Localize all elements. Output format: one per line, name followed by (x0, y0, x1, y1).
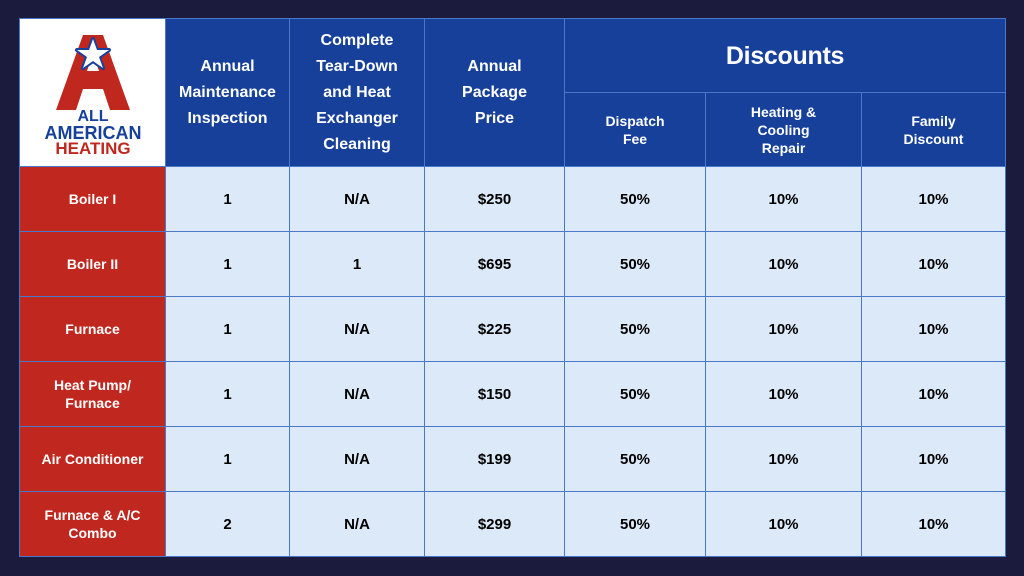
header-discounts: Discounts (564, 18, 1006, 93)
row-label-boiler-1: Boiler I (19, 166, 166, 232)
cell-teardown: N/A (289, 296, 425, 362)
cell-repair-discount: 10% (705, 296, 862, 362)
cell-price: $299 (424, 491, 565, 557)
table-row: Furnace 1 N/A $225 50% 10% 10% (19, 296, 1006, 362)
header-dispatch-fee: Dispatch Fee (564, 92, 706, 167)
cell-dispatch-fee: 50% (564, 491, 706, 557)
cell-repair-discount: 10% (705, 491, 862, 557)
cell-price: $150 (424, 361, 565, 427)
header-teardown: Complete Tear-Down and Heat Exchanger Cl… (289, 18, 425, 167)
cell-inspection: 1 (165, 361, 290, 427)
cell-family-discount: 10% (861, 231, 1006, 297)
table-row: Heat Pump/ Furnace 1 N/A $150 50% 10% 10… (19, 361, 1006, 427)
header-annual-maintenance: Annual Maintenance Inspection (165, 18, 290, 167)
cell-family-discount: 10% (861, 426, 1006, 492)
row-label-air-conditioner: Air Conditioner (19, 426, 166, 492)
cell-family-discount: 10% (861, 491, 1006, 557)
cell-teardown: N/A (289, 166, 425, 232)
table-row: Boiler II 1 1 $695 50% 10% 10% (19, 231, 1006, 297)
logo-word-heating: HEATING (55, 138, 131, 158)
pricing-table: ALL AMERICAN HEATING Annual Maintenance … (19, 18, 1006, 557)
cell-family-discount: 10% (861, 166, 1006, 232)
cell-price: $225 (424, 296, 565, 362)
cell-inspection: 1 (165, 296, 290, 362)
cell-inspection: 1 (165, 231, 290, 297)
row-label-furnace-ac-combo: Furnace & A/C Combo (19, 491, 166, 557)
cell-teardown: 1 (289, 231, 425, 297)
row-label-boiler-2: Boiler II (19, 231, 166, 297)
cell-family-discount: 10% (861, 361, 1006, 427)
table-row: Boiler I 1 N/A $250 50% 10% 10% (19, 166, 1006, 232)
logo-word-american: AMERICAN (44, 122, 142, 143)
cell-inspection: 1 (165, 166, 290, 232)
cell-teardown: N/A (289, 361, 425, 427)
table-row: Furnace & A/C Combo 2 N/A $299 50% 10% 1… (19, 491, 1006, 557)
pricing-frame: ALL AMERICAN HEATING Annual Maintenance … (19, 18, 1006, 557)
cell-teardown: N/A (289, 426, 425, 492)
cell-repair-discount: 10% (705, 426, 862, 492)
cell-price: $199 (424, 426, 565, 492)
company-logo: ALL AMERICAN HEATING (20, 20, 166, 166)
cell-repair-discount: 10% (705, 166, 862, 232)
cell-price: $250 (424, 166, 565, 232)
header-family-discount: Family Discount (861, 92, 1006, 167)
header-package-price: Annual Package Price (424, 18, 565, 167)
cell-dispatch-fee: 50% (564, 361, 706, 427)
cell-inspection: 2 (165, 491, 290, 557)
cell-dispatch-fee: 50% (564, 231, 706, 297)
cell-family-discount: 10% (861, 296, 1006, 362)
cell-price: $695 (424, 231, 565, 297)
logo-cell: ALL AMERICAN HEATING (19, 18, 166, 167)
logo-word-all: ALL (77, 107, 109, 125)
cell-dispatch-fee: 50% (564, 166, 706, 232)
cell-inspection: 1 (165, 426, 290, 492)
cell-repair-discount: 10% (705, 231, 862, 297)
cell-dispatch-fee: 50% (564, 426, 706, 492)
row-label-furnace: Furnace (19, 296, 166, 362)
cell-teardown: N/A (289, 491, 425, 557)
table-row: Air Conditioner 1 N/A $199 50% 10% 10% (19, 426, 1006, 492)
cell-repair-discount: 10% (705, 361, 862, 427)
header-heating-cooling-repair: Heating & Cooling Repair (705, 92, 862, 167)
star-a-logo-icon (56, 34, 130, 110)
row-label-heat-pump-furnace: Heat Pump/ Furnace (19, 361, 166, 427)
cell-dispatch-fee: 50% (564, 296, 706, 362)
